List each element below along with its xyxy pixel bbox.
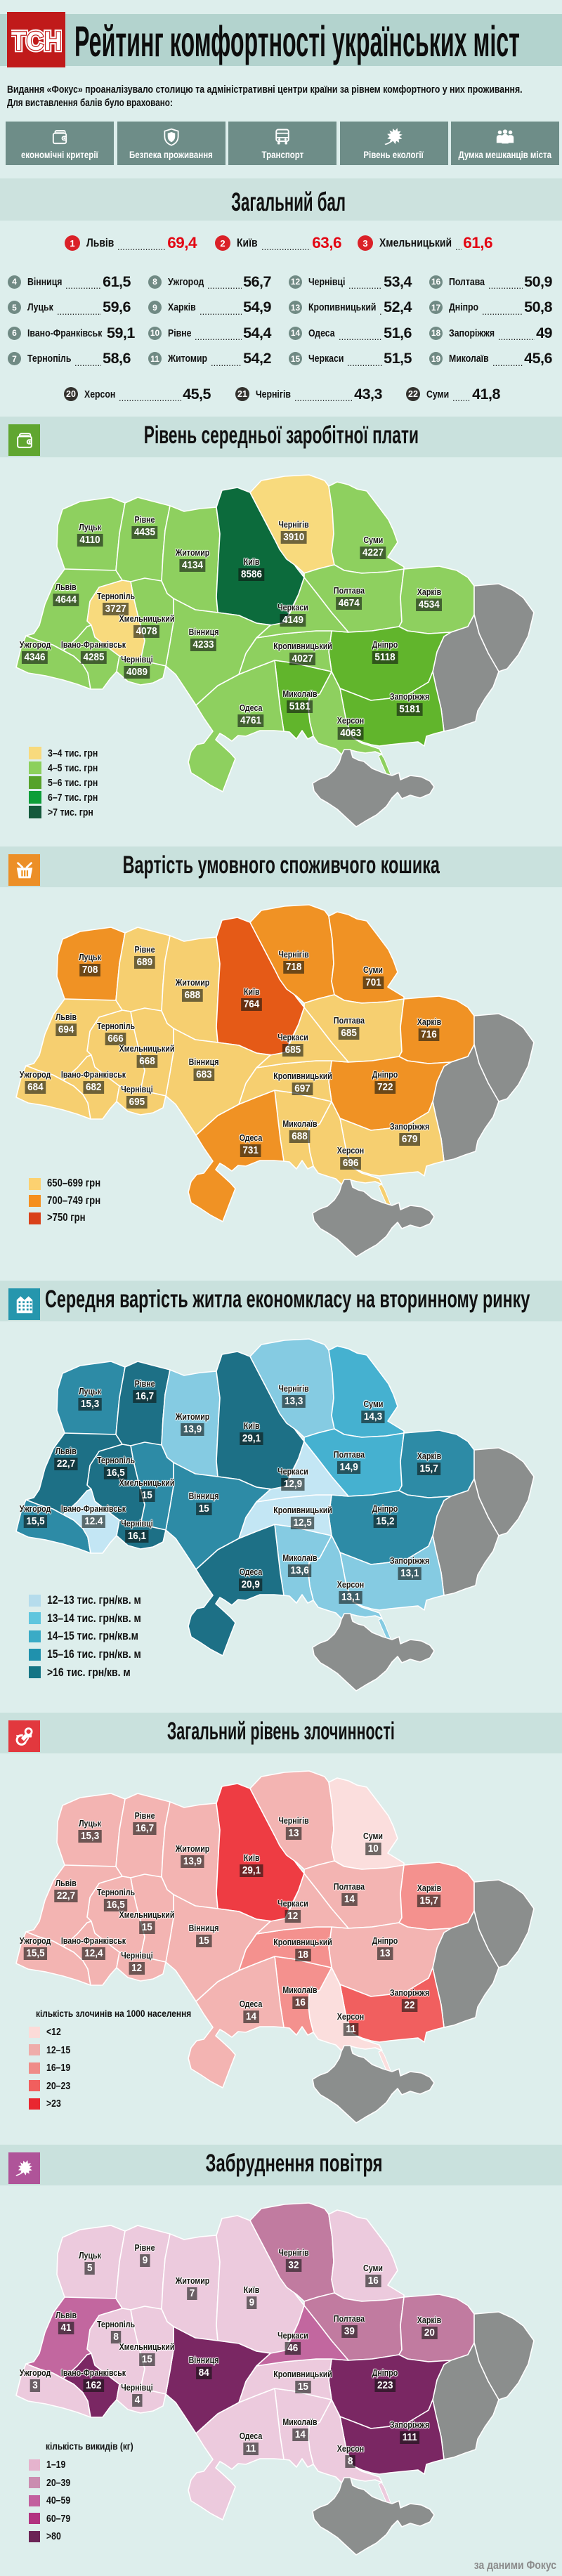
svg-text:ТСН: ТСН [11, 26, 62, 55]
svg-text:ТСН: ТСН [11, 26, 62, 55]
